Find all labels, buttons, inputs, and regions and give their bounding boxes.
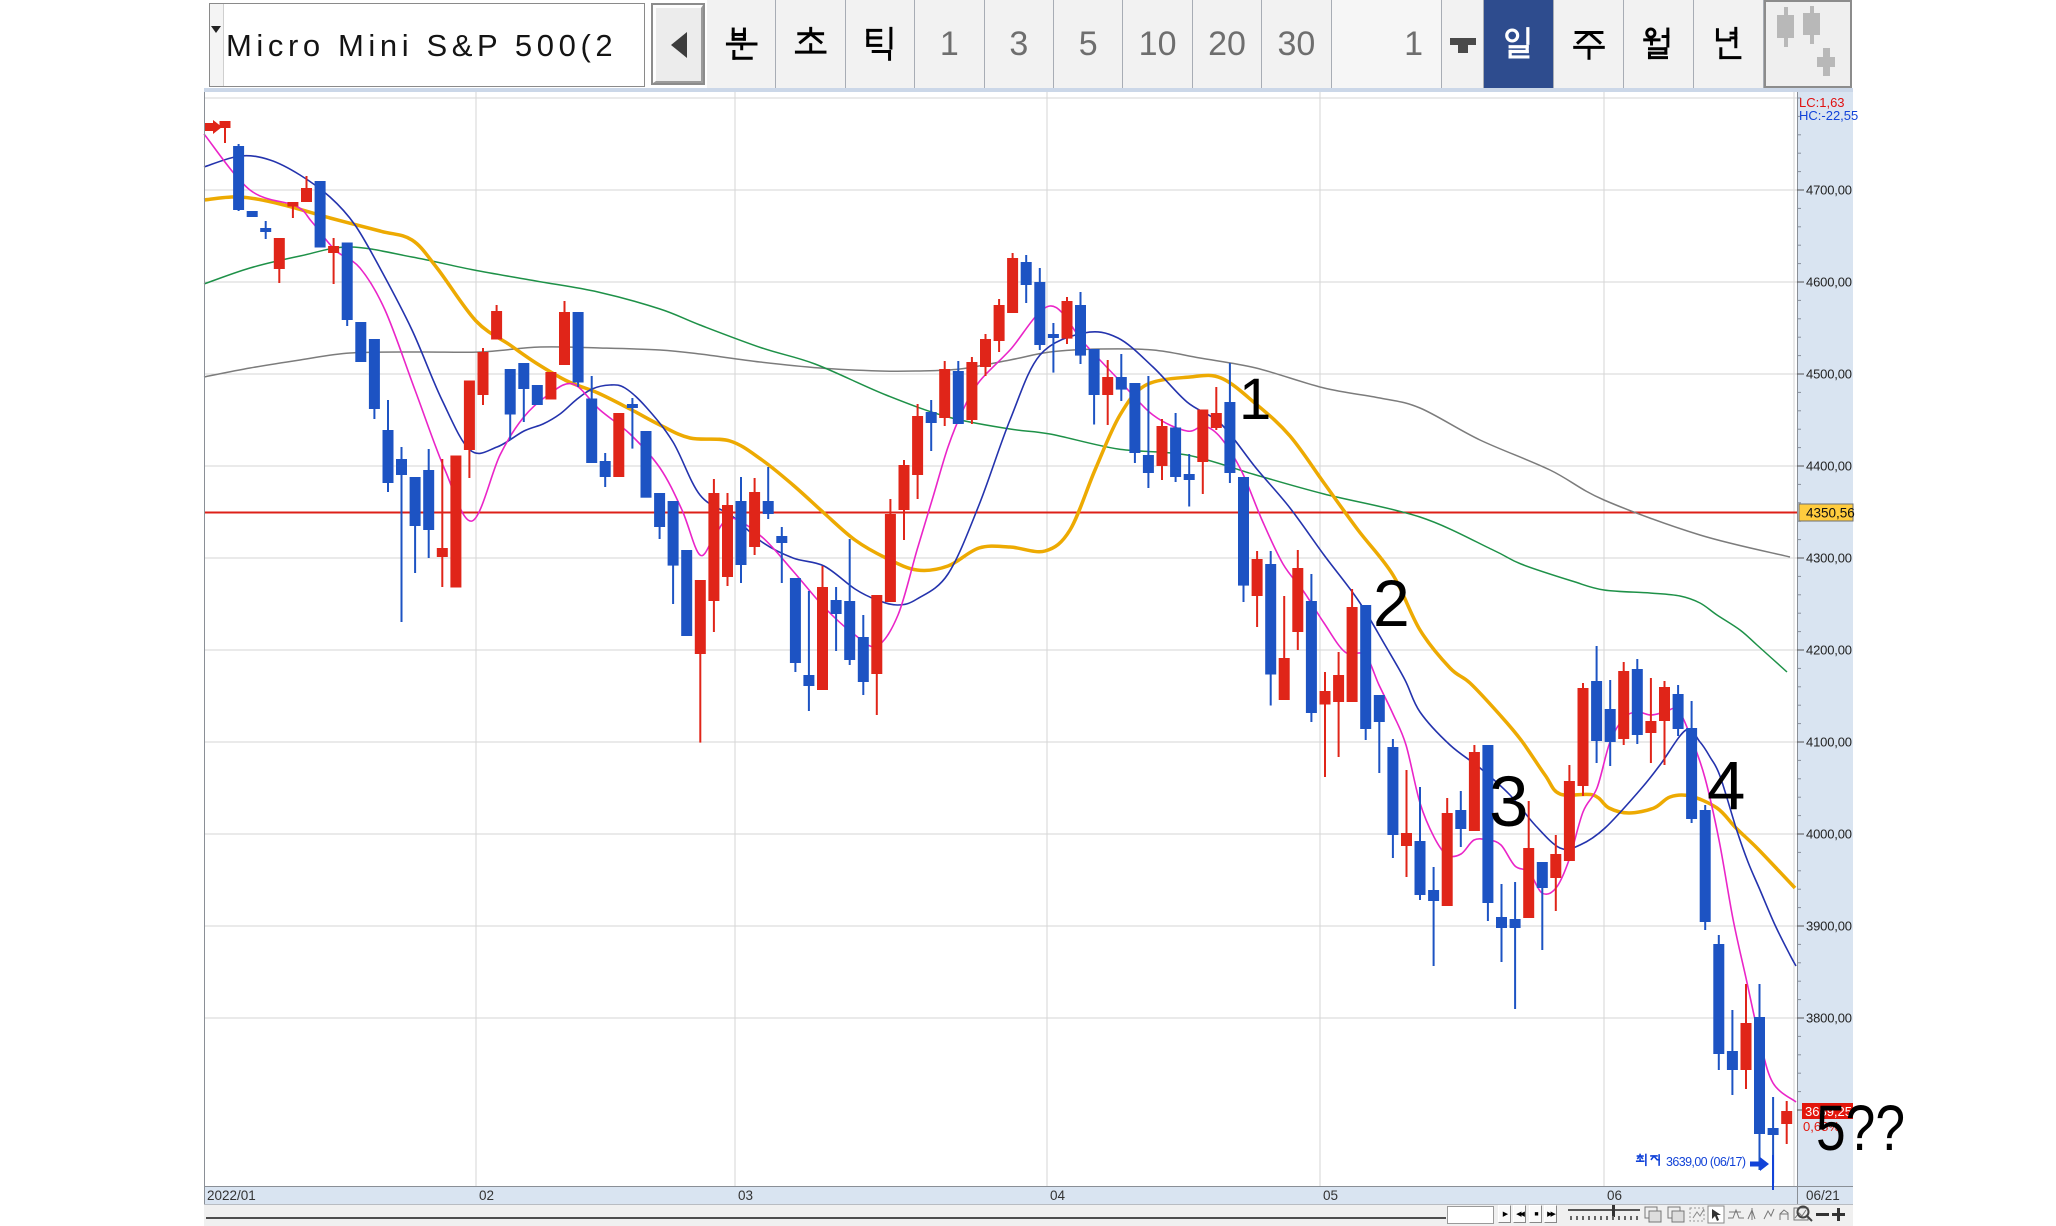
svg-text:5??: 5?? (1816, 1092, 1905, 1164)
svg-text:4600,00: 4600,00 (1806, 275, 1852, 290)
svg-text:3639,00 (06/17): 3639,00 (06/17) (1666, 1155, 1746, 1169)
svg-text:03: 03 (738, 1188, 753, 1203)
svg-text:4200,00: 4200,00 (1806, 643, 1852, 658)
svg-text:1: 1 (1239, 367, 1271, 432)
svg-text:4000,00: 4000,00 (1806, 827, 1852, 842)
svg-text:2022/01: 2022/01 (207, 1188, 256, 1203)
svg-text:06/21: 06/21 (1806, 1188, 1840, 1203)
svg-text:LC:1,63: LC:1,63 (1799, 95, 1845, 110)
svg-text:4500,00: 4500,00 (1806, 367, 1852, 382)
svg-text:4: 4 (1707, 747, 1745, 824)
svg-text:3800,00: 3800,00 (1806, 1011, 1852, 1026)
svg-text:04: 04 (1050, 1188, 1066, 1203)
svg-text:HC:-22,55: HC:-22,55 (1799, 108, 1858, 123)
svg-text:06: 06 (1607, 1188, 1622, 1203)
svg-text:4400,00: 4400,00 (1806, 459, 1852, 474)
svg-text:3689,25: 3689,25 (1805, 1104, 1852, 1119)
svg-text:3: 3 (1489, 763, 1529, 842)
svg-text:2: 2 (1373, 566, 1410, 640)
svg-text:4700,00: 4700,00 (1806, 183, 1852, 198)
svg-text:02: 02 (479, 1188, 494, 1203)
svg-text:4100,00: 4100,00 (1806, 735, 1852, 750)
svg-text:05: 05 (1323, 1188, 1338, 1203)
svg-text:4300,00: 4300,00 (1806, 551, 1852, 566)
svg-text:4350,56: 4350,56 (1806, 506, 1855, 521)
svg-text:0,68%: 0,68% (1803, 1119, 1840, 1134)
svg-text:3900,00: 3900,00 (1806, 919, 1852, 934)
